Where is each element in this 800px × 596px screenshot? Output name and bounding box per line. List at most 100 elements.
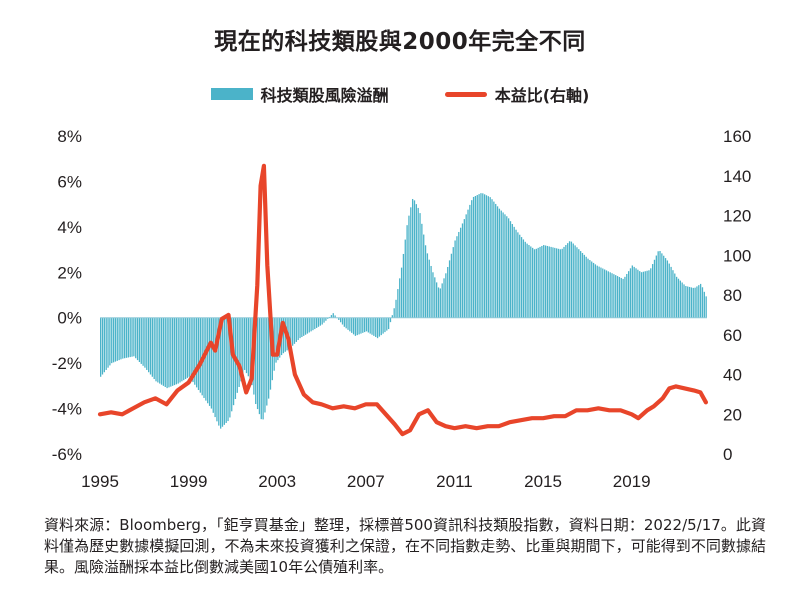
risk-premium-bar: [321, 317, 323, 325]
risk-premium-bar: [375, 317, 377, 338]
chart-title: 現在的科技類股與2000年完全不同: [214, 29, 586, 55]
risk-premium-bar: [437, 287, 440, 318]
risk-premium-bar: [330, 315, 333, 318]
risk-premium-bar: [371, 317, 373, 335]
risk-premium-bar: [522, 239, 525, 318]
risk-premium-bar: [498, 208, 501, 318]
risk-premium-bar: [129, 317, 131, 358]
risk-premium-bar: [672, 270, 674, 318]
risk-premium-bar: [690, 287, 693, 318]
risk-premium-bar: [615, 275, 617, 318]
risk-premium-bar: [659, 250, 661, 318]
risk-premium-bar: [358, 317, 360, 335]
risk-premium-bar: [613, 274, 615, 318]
risk-premium-bar: [504, 214, 506, 318]
risk-premium-bar: [705, 296, 707, 318]
risk-premium-bar: [199, 317, 201, 393]
risk-premium-bar: [611, 273, 613, 318]
risk-premium-bar: [650, 268, 652, 318]
risk-premium-bar: [227, 317, 229, 422]
risk-premium-bar: [411, 198, 414, 318]
risk-premium-bar: [408, 215, 410, 318]
risk-premium-bar: [561, 248, 563, 318]
risk-premium-bar: [288, 317, 290, 349]
risk-premium-bar: [520, 237, 523, 318]
risk-premium-bar: [681, 282, 683, 318]
risk-premium-bar: [376, 317, 379, 339]
risk-premium-bar: [306, 317, 309, 334]
risk-premium-bar: [136, 317, 139, 361]
risk-premium-bar: [563, 246, 565, 318]
risk-premium-bar: [607, 271, 609, 318]
risk-premium-bar: [127, 317, 129, 358]
risk-premium-bar: [651, 264, 654, 318]
risk-premium-bar: [365, 317, 368, 332]
risk-premium-bar: [247, 317, 249, 377]
risk-premium-bar: [541, 245, 543, 318]
chart-legend: 科技類股風險溢酬 本益比(右軸): [0, 82, 800, 106]
risk-premium-bar: [448, 260, 451, 318]
risk-premium-bar: [111, 317, 113, 364]
x-tick-label: 2011: [436, 472, 473, 491]
risk-premium-bar: [596, 265, 598, 318]
risk-premium-bar: [683, 284, 685, 318]
pe-ratio-line: [97, 163, 708, 437]
risk-premium-bar: [155, 317, 157, 382]
risk-premium-bar: [315, 317, 318, 328]
risk-premium-bar: [531, 247, 534, 318]
risk-premium-bar: [699, 283, 702, 318]
risk-premium-bar: [138, 317, 141, 362]
risk-premium-bar: [362, 317, 364, 333]
risk-premium-bar: [620, 277, 622, 318]
risk-premium-bar: [674, 273, 676, 318]
risk-premium-bar: [463, 219, 465, 318]
risk-premium-bar: [160, 317, 163, 385]
risk-premium-bar: [262, 317, 264, 420]
y-left-tick-label: 8%: [57, 127, 82, 146]
risk-premium-bar: [493, 201, 495, 318]
risk-premium-bar: [188, 317, 190, 377]
risk-premium-bar: [225, 317, 227, 423]
risk-premium-bar: [258, 317, 261, 415]
risk-premium-bar: [570, 241, 573, 318]
risk-premium-bar: [240, 317, 242, 382]
x-tick-label: 2019: [613, 472, 651, 491]
legend-item-bars: 科技類股風險溢酬: [210, 82, 389, 106]
risk-premium-bar: [369, 317, 371, 334]
risk-premium-bar: [135, 317, 137, 359]
risk-premium-bar: [441, 283, 443, 318]
x-tick-label: 1995: [81, 472, 119, 491]
risk-premium-bar: [565, 245, 567, 318]
risk-premium-bar: [696, 286, 698, 318]
risk-premium-bar: [352, 317, 355, 335]
risk-premium-bar: [223, 317, 225, 425]
risk-premium-bar: [445, 273, 447, 318]
risk-premium-bar: [579, 251, 582, 318]
y-left-tick-label: 6%: [57, 172, 82, 191]
risk-premium-bar: [378, 317, 381, 337]
risk-premium-bar: [112, 317, 115, 363]
risk-premium-bar: [507, 218, 510, 318]
risk-premium-bar: [688, 286, 691, 318]
risk-premium-bar: [144, 317, 146, 368]
risk-premium-bar: [323, 317, 325, 323]
risk-premium-bar: [624, 276, 626, 318]
risk-premium-bar: [107, 317, 109, 368]
risk-premium-bar: [162, 317, 165, 386]
risk-premium-bar: [467, 209, 469, 318]
risk-premium-bar: [212, 317, 214, 413]
risk-premium-bar: [509, 221, 512, 318]
risk-premium-bar: [480, 193, 482, 318]
risk-premium-bar: [583, 254, 585, 318]
risk-premium-bar: [548, 246, 550, 318]
risk-premium-bar: [602, 268, 604, 318]
risk-premium-bar: [627, 271, 630, 318]
risk-premium-bar: [404, 239, 406, 318]
risk-premium-bar: [471, 200, 473, 318]
risk-premium-bar: [153, 317, 155, 380]
risk-premium-bar: [675, 276, 678, 318]
risk-premium-bar: [618, 277, 621, 318]
y-right-tick-label: 160: [723, 127, 751, 146]
risk-premium-bar: [400, 267, 403, 318]
risk-premium-bar: [360, 317, 362, 334]
